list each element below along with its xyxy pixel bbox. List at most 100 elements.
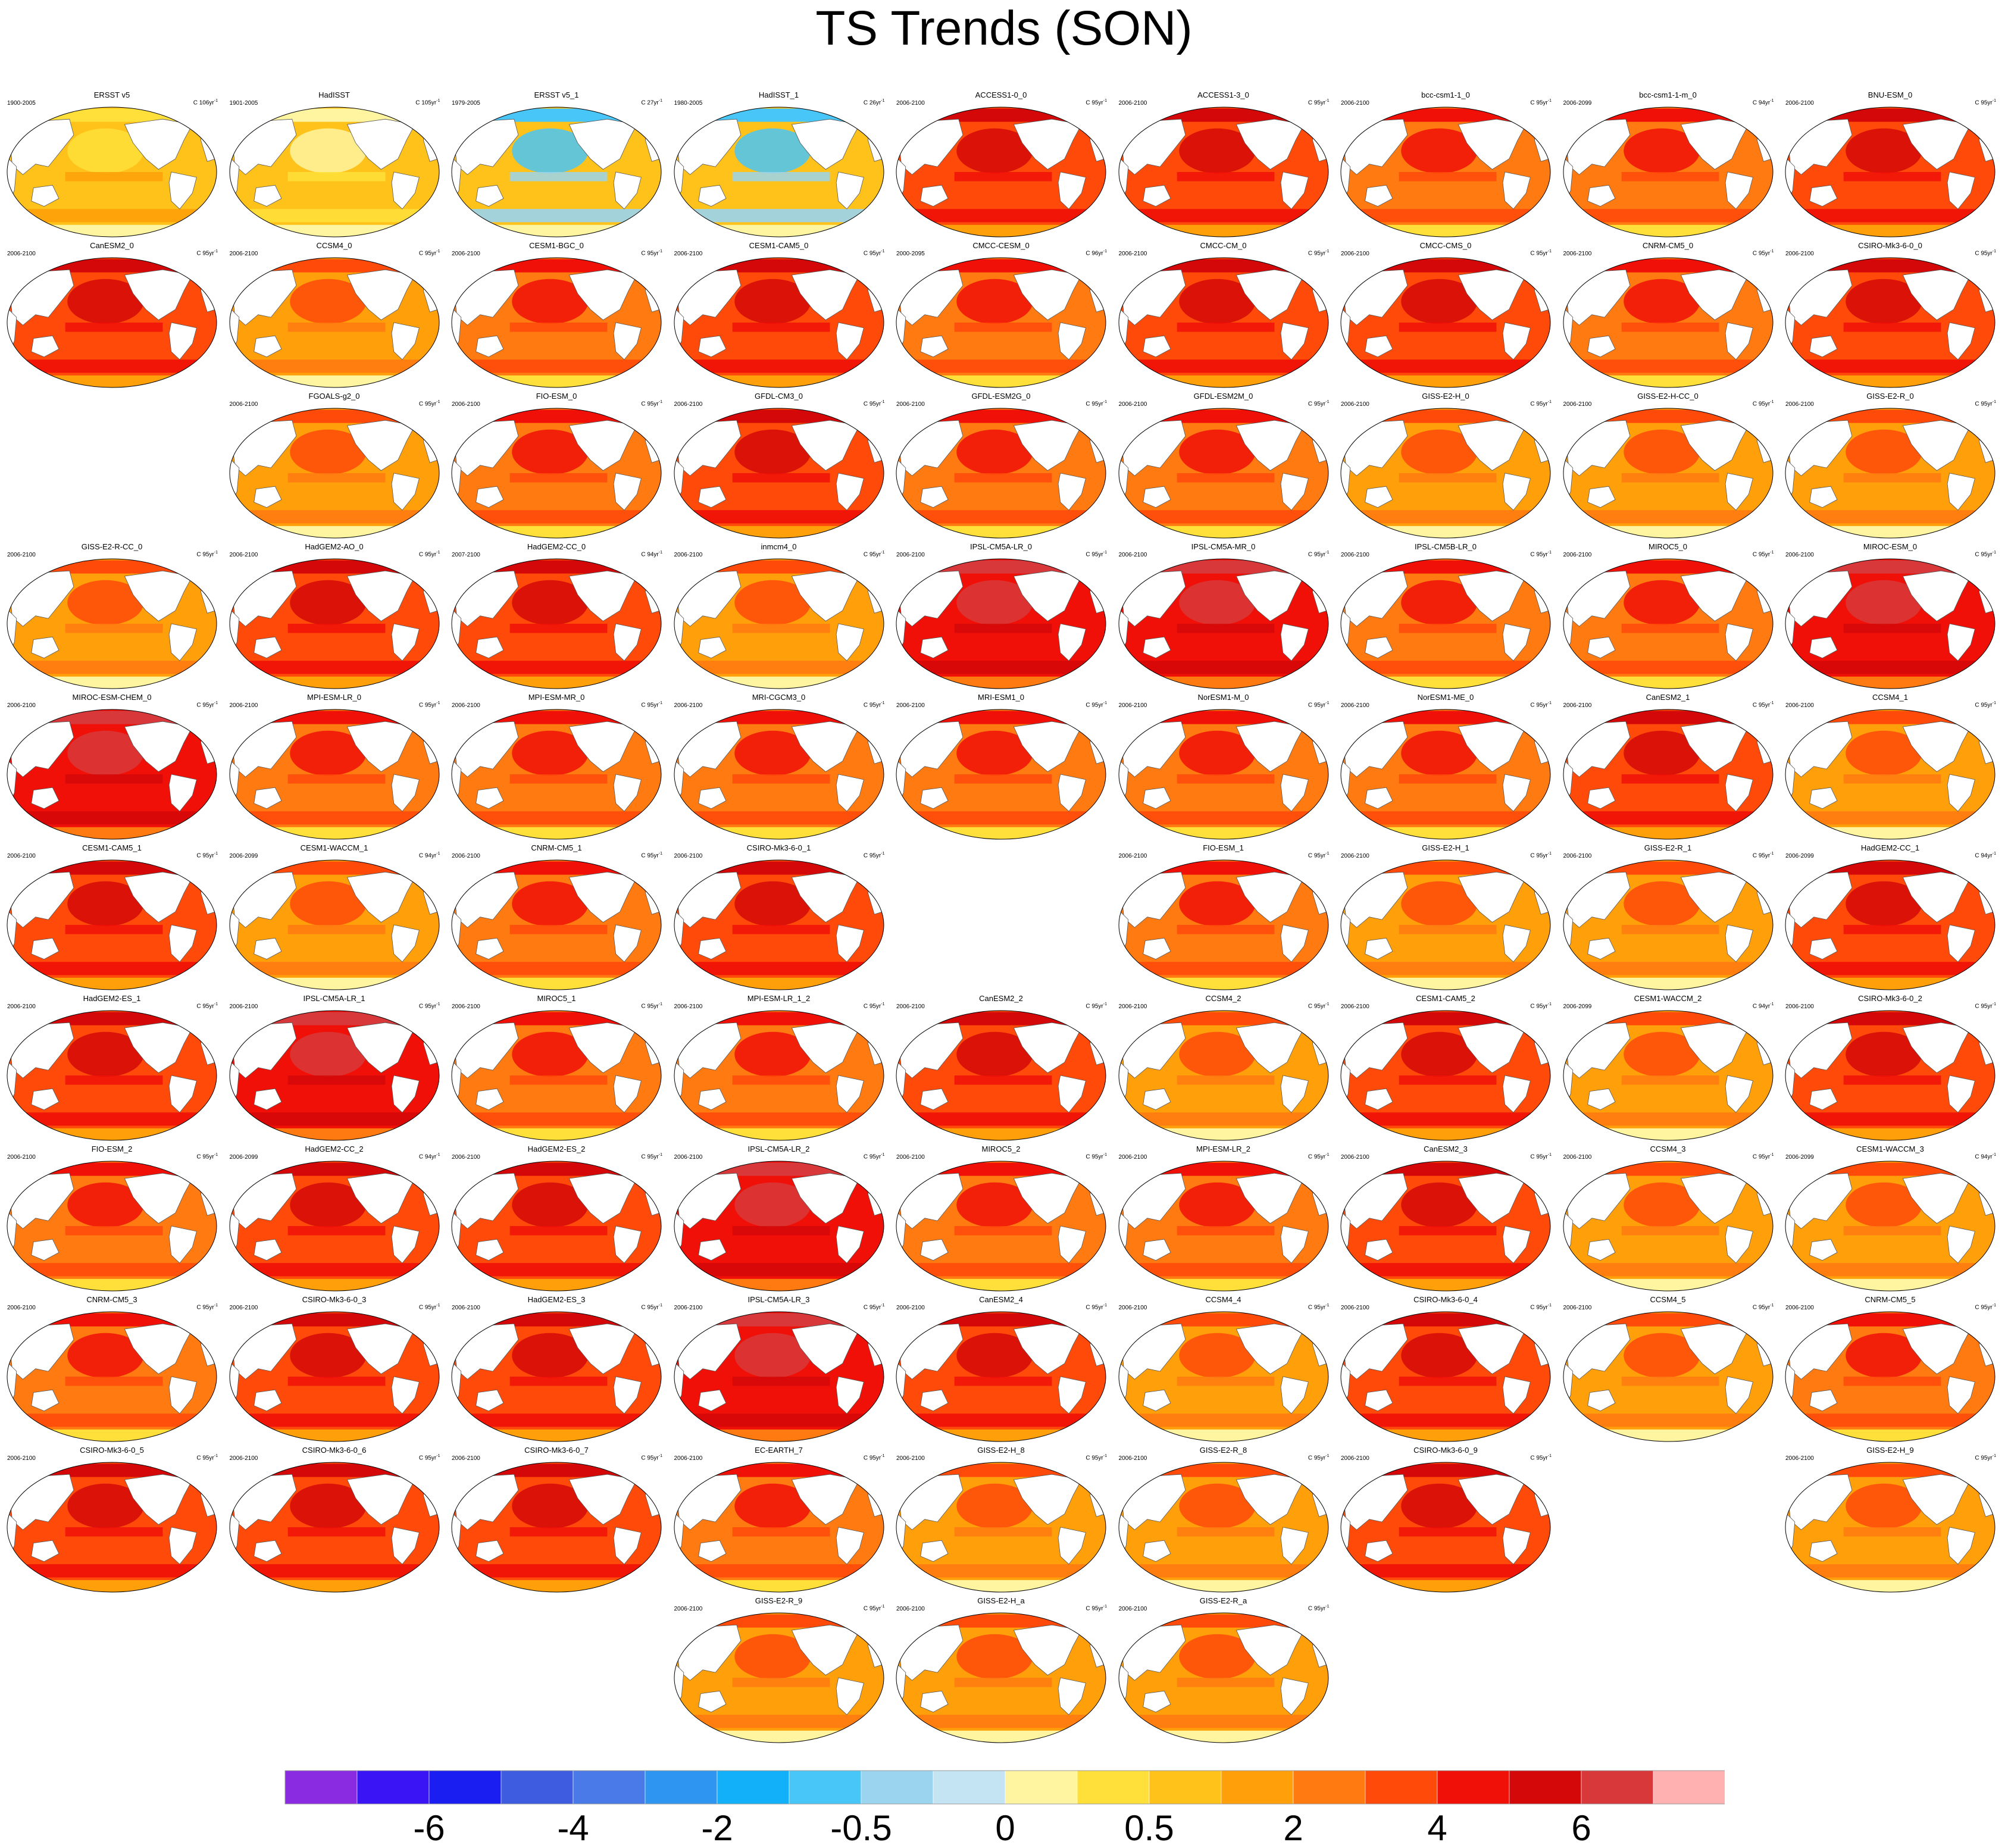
australia-landmass: [476, 1088, 504, 1111]
australia-landmass: [31, 335, 60, 358]
north-america-landmass: [791, 1323, 860, 1375]
north-america-landmass: [1457, 1323, 1527, 1375]
map-border: [1563, 257, 1773, 388]
equatorial-band: [732, 1527, 830, 1537]
south-america-landmass: [1502, 473, 1531, 511]
southern-ocean-band: [1341, 1112, 1550, 1126]
map-border: [451, 257, 662, 388]
arctic-band: [1341, 1012, 1550, 1025]
colorbar-swatch: [1365, 1770, 1438, 1805]
arctic-band: [674, 259, 884, 273]
north-pacific-anomaly: [734, 1333, 811, 1378]
north-pacific-anomaly: [1401, 730, 1478, 776]
south-america-landmass: [391, 924, 420, 962]
north-america-landmass: [1680, 118, 1749, 170]
panel-title: ACCESS1-3_0: [1197, 90, 1249, 99]
panel-period: 2006-2100: [1785, 1455, 1814, 1462]
map-field: [1341, 1462, 1550, 1592]
southern-ocean-band: [896, 1414, 1106, 1427]
trend-map: [674, 107, 884, 237]
map-border: [229, 1311, 439, 1442]
panel-period: 2006-2100: [1341, 100, 1369, 107]
map-panel: GFDL-ESM2M_0 2006-2100 C 95yr-1: [1113, 392, 1334, 542]
arctic-band: [229, 861, 439, 875]
arctic-band: [896, 560, 1106, 574]
map-panel: IPSL-CM5B-LR_0 2006-2100 C 95yr-1: [1335, 542, 1556, 692]
map-border: [896, 257, 1106, 388]
map-field: [674, 860, 884, 990]
north-pacific-anomaly: [1846, 1483, 1922, 1529]
south-america-landmass: [1947, 322, 1975, 360]
australia-landmass: [920, 1389, 949, 1412]
north-america-landmass: [1902, 871, 1971, 923]
map-border: [451, 859, 662, 990]
north-america-landmass: [1457, 570, 1527, 622]
north-america-landmass: [791, 570, 860, 622]
north-america-landmass: [346, 1022, 415, 1074]
map-field: [1341, 408, 1550, 538]
north-pacific-anomaly: [512, 128, 589, 174]
arctic-band: [896, 1313, 1106, 1327]
equatorial-band: [1621, 624, 1719, 633]
chart-title: TS Trends (SON): [815, 1, 1193, 55]
north-pacific-anomaly: [1846, 279, 1922, 324]
southern-ocean-band: [674, 661, 884, 674]
colorbar-tick-label: 4: [1427, 1808, 1447, 1848]
arctic-band: [1118, 560, 1328, 574]
panel-period: 2006-2100: [896, 401, 925, 408]
australia-landmass: [476, 937, 504, 960]
panel-title: GISS-E2-H_0: [1422, 392, 1469, 401]
map-panel: CNRM-CM5_0 2006-2100 C 95yr-1: [1557, 241, 1779, 391]
antarctic-band: [674, 1278, 884, 1291]
south-america-landmass: [613, 1225, 642, 1264]
equatorial-band: [1843, 1075, 1941, 1085]
trend-map: [1340, 1161, 1551, 1292]
panel-title: CSIRO-Mk3-6-0_0: [1858, 241, 1922, 250]
panel-units-text: C 95yr: [1086, 1304, 1103, 1311]
panel-units-text: C 26yr: [863, 99, 881, 107]
australia-landmass: [1365, 787, 1393, 809]
map-border: [1118, 859, 1328, 990]
equatorial-band: [1177, 1226, 1274, 1236]
panel-title: IPSL-CM5A-LR_1: [303, 994, 365, 1003]
panel-units-text: C 95yr: [1975, 551, 1993, 558]
equatorial-band: [1843, 323, 1941, 332]
north-pacific-anomaly: [512, 429, 589, 475]
panel-units: C 95yr-1: [1530, 850, 1552, 859]
map-field: [1785, 258, 1995, 387]
panel-units-text: C 95yr: [641, 1003, 659, 1010]
panel-units: C 95yr-1: [864, 850, 885, 859]
australia-landmass: [1142, 185, 1171, 207]
units-exponent: -1: [1992, 701, 1996, 705]
units-exponent: -1: [1325, 249, 1330, 254]
arctic-band: [229, 259, 439, 273]
north-america-landmass: [1680, 1172, 1749, 1224]
equatorial-band: [954, 172, 1052, 182]
north-america-landmass: [791, 1624, 860, 1676]
panel-period: 2006-2099: [1785, 853, 1814, 859]
north-america-landmass: [346, 871, 415, 923]
map-panel: GISS-E2-H_9 2006-2100 C 95yr-1: [1779, 1446, 2001, 1596]
panel-title: GISS-E2-H_a: [977, 1596, 1025, 1605]
southern-ocean-band: [229, 811, 439, 825]
map-border: [1118, 257, 1328, 388]
map-panel: MIROC5_2 2006-2100 C 95yr-1: [890, 1145, 1112, 1294]
panel-units-text: C 95yr: [196, 1455, 214, 1462]
units-exponent: -1: [436, 701, 440, 705]
map-panel: GISS-E2-R_1 2006-2100 C 95yr-1: [1557, 843, 1779, 993]
australia-landmass: [1142, 1540, 1171, 1562]
south-america-landmass: [1947, 1376, 1975, 1414]
panel-period: 2006-2100: [7, 251, 36, 257]
map-border: [229, 408, 439, 539]
arctic-band: [1341, 861, 1550, 875]
southern-ocean-band: [7, 661, 217, 674]
south-america-landmass: [1058, 1376, 1086, 1414]
panel-units-text: C 95yr: [863, 250, 881, 257]
units-exponent: -1: [1325, 400, 1330, 404]
units-exponent: -1: [881, 1454, 885, 1458]
map-panel: EC-EARTH_7 2006-2100 C 95yr-1: [668, 1446, 890, 1596]
north-pacific-anomaly: [67, 279, 144, 324]
australia-landmass: [253, 636, 282, 659]
panel-period: 2007-2100: [452, 552, 480, 558]
panel-title: FIO-ESM_2: [91, 1145, 133, 1153]
